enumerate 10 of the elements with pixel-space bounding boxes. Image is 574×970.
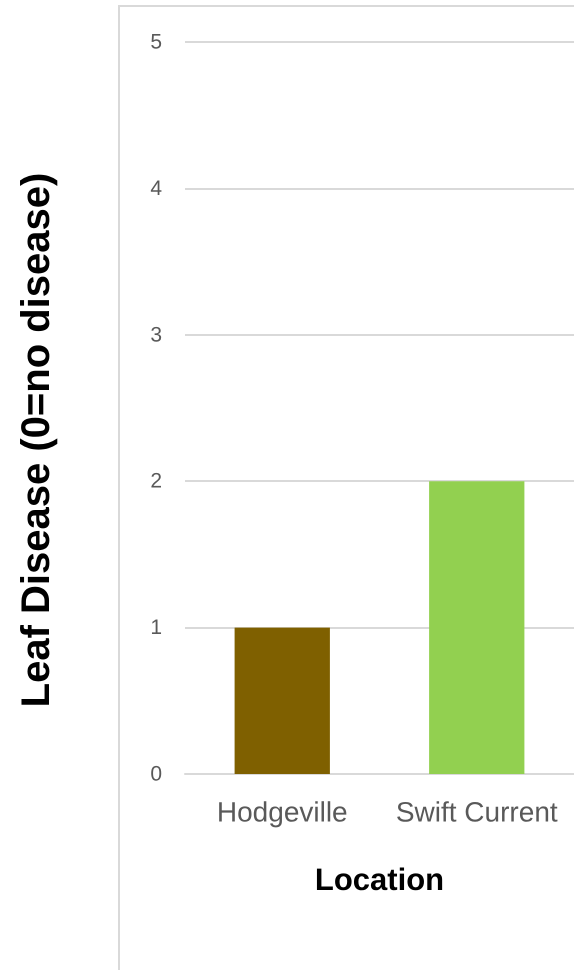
y-tick-label: 4 xyxy=(150,176,162,200)
y-axis-title: Leaf Disease (0=no disease) xyxy=(14,172,58,708)
y-tick-label: 2 xyxy=(150,470,162,493)
y-tick-label: 0 xyxy=(150,762,162,786)
x-axis-title: Location xyxy=(314,862,444,897)
x-tick-label: Hodgeville xyxy=(216,796,348,828)
y-tick-label: 1 xyxy=(150,616,162,640)
y-tick-label: 5 xyxy=(150,30,162,54)
x-tick-label: Swift Current xyxy=(396,796,558,828)
y-tick-label: 3 xyxy=(150,323,162,346)
